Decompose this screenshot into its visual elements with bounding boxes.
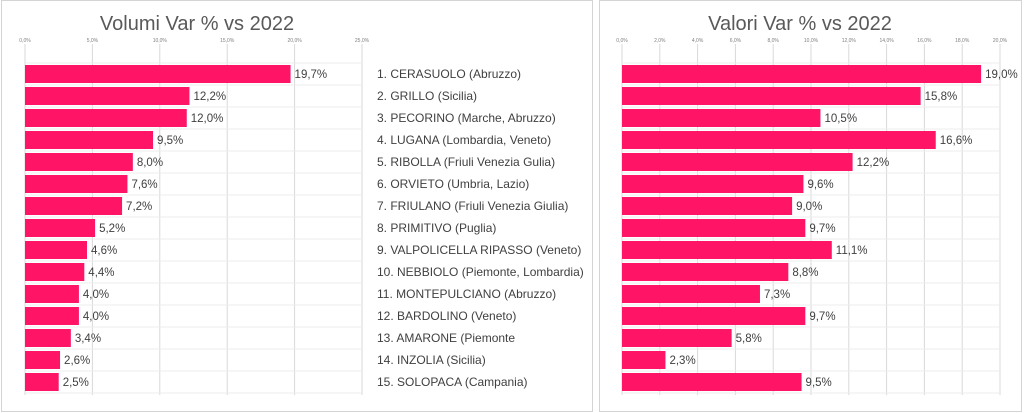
volumi-bar (25, 65, 291, 83)
valori-chart: 0,0% 2,0% 4,0% 6,0% 8,0% 10,0% 12,0% 14,0% 16,0%… (616, 38, 1018, 395)
volumi-x-tick-label: 10,0% (153, 38, 168, 44)
volumi-value-label: 4,4% (88, 267, 114, 279)
volumi-x-tick-label: 5,0% (87, 38, 99, 44)
valori-value-label: 9,6% (807, 179, 833, 191)
volumi-category-label: 4. LUGANA (Lombardia, Veneto) (377, 133, 551, 147)
valori-x-tick-label: 6,0% (730, 38, 742, 44)
volumi-category-label: 11. MONTEPULCIANO (Abruzzo) (377, 287, 556, 301)
volumi-bar (25, 307, 79, 325)
valori-chart-panel: Valori Var % vs 2022 0,0% 2,0% 4,0% 6,0% 8,0… (599, 0, 1022, 412)
valori-bar (622, 65, 982, 83)
valori-bar (622, 307, 806, 325)
valori-x-tick-label: 18,0% (955, 38, 970, 44)
volumi-bar (25, 153, 133, 171)
valori-bar (622, 131, 936, 149)
volumi-value-label: 4,0% (83, 289, 109, 301)
volumi-category-label: 2. GRILLO (Sicilia) (377, 89, 477, 103)
volumi-value-label: 4,0% (83, 311, 109, 323)
valori-bar (622, 153, 853, 171)
volumi-bar (25, 109, 187, 127)
valori-x-tick-label: 10,0% (804, 38, 819, 44)
valori-value-label: 19,0% (985, 69, 1018, 81)
volumi-category-label: 14. INZOLIA (Sicilia) (377, 353, 486, 367)
volumi-bar (25, 241, 88, 259)
volumi-bar (25, 197, 123, 215)
valori-bar (622, 219, 806, 237)
volumi-category-label: 9. VALPOLICELLA RIPASSO (Veneto) (377, 243, 581, 257)
volumi-value-label: 12,2% (193, 91, 226, 103)
volumi-category-label: 7. FRIULANO (Friuli Venezia Giulia) (377, 199, 568, 213)
valori-x-tick-label: 8,0% (767, 38, 779, 44)
valori-bar (622, 285, 760, 303)
volumi-category-label: 3. PECORINO (Marche, Abruzzo) (377, 111, 556, 125)
volumi-x-tick-label: 15,0% (220, 38, 235, 44)
volumi-value-label: 4,6% (91, 245, 117, 257)
volumi-bar (25, 263, 85, 281)
volumi-value-label: 9,5% (157, 135, 183, 147)
volumi-category-label: 12. BARDOLINO (Veneto) (377, 309, 516, 323)
volumi-chart-panel: Volumi Var % vs 2022 0,0% 5,0% 10,0% 15,0% 2… (1, 0, 593, 412)
valori-bar (622, 87, 921, 105)
volumi-bar (25, 329, 71, 347)
valori-value-label: 8,8% (792, 267, 818, 279)
valori-value-label: 7,3% (764, 289, 790, 301)
volumi-value-label: 2,5% (63, 377, 89, 389)
volumi-bar (25, 351, 61, 369)
valori-bar (622, 241, 832, 259)
volumi-category-label: 1. CERASUOLO (Abruzzo) (377, 67, 521, 81)
volumi-bar (25, 285, 79, 303)
valori-x-tick-label: 0,0% (616, 38, 628, 44)
volumi-value-label: 7,6% (131, 179, 157, 191)
valori-value-label: 16,6% (940, 135, 973, 147)
volumi-category-label: 5. RIBOLLA (Friuli Venezia Gulia) (377, 155, 555, 169)
volumi-category-label: 8. PRIMITIVO (Puglia) (377, 221, 496, 235)
volumi-value-label: 2,6% (64, 355, 90, 367)
valori-chart-title: Valori Var % vs 2022 (708, 13, 892, 35)
valori-bar (622, 329, 732, 347)
valori-value-label: 5,8% (736, 333, 762, 345)
volumi-chart: 0,0% 5,0% 10,0% 15,0% 20,0% 25,0% 19,7% 1. CERA… (19, 38, 584, 395)
volumi-value-label: 7,2% (126, 201, 152, 213)
volumi-category-label: 13. AMARONE (Piemonte (377, 331, 515, 345)
volumi-bar (25, 373, 59, 391)
volumi-category-label: 15. SOLOPACA (Campania) (377, 375, 528, 389)
volumi-value-label: 3,4% (75, 333, 101, 345)
valori-x-tick-label: 12,0% (842, 38, 857, 44)
valori-x-tick-label: 14,0% (880, 38, 895, 44)
valori-bar (622, 197, 793, 215)
volumi-category-label: 6. ORVIETO (Umbria, Lazio) (377, 177, 529, 191)
valori-bar (622, 373, 802, 391)
volumi-bar (25, 87, 190, 105)
volumi-bar (25, 175, 128, 193)
volumi-value-label: 5,2% (99, 223, 125, 235)
valori-x-tick-label: 20,0% (993, 38, 1008, 44)
volumi-value-label: 12,0% (191, 113, 224, 125)
volumi-bar (25, 219, 96, 237)
valori-bar (622, 263, 789, 281)
valori-value-label: 9,7% (809, 223, 835, 235)
valori-x-tick-label: 2,0% (654, 38, 666, 44)
valori-bar (622, 175, 804, 193)
volumi-category-label: 10. NEBBIOLO (Piemonte, Lombardia) (377, 265, 584, 279)
valori-value-label: 12,2% (857, 157, 890, 169)
volumi-x-tick-label: 0,0% (19, 38, 31, 44)
valori-value-label: 10,5% (824, 113, 857, 125)
valori-x-tick-label: 4,0% (692, 38, 704, 44)
volumi-x-tick-label: 20,0% (288, 38, 303, 44)
volumi-value-label: 8,0% (137, 157, 163, 169)
volumi-value-label: 19,7% (295, 69, 328, 81)
valori-value-label: 11,1% (836, 245, 868, 257)
valori-value-label: 2,3% (669, 355, 695, 367)
valori-value-label: 9,0% (796, 201, 822, 213)
volumi-chart-title: Volumi Var % vs 2022 (99, 13, 295, 35)
volumi-bar (25, 131, 154, 149)
valori-bar (622, 109, 821, 127)
valori-x-tick-label: 16,0% (917, 38, 932, 44)
volumi-x-tick-label: 25,0% (355, 38, 370, 44)
valori-bar (622, 351, 666, 369)
valori-value-label: 9,7% (809, 311, 835, 323)
valori-value-label: 15,8% (925, 91, 958, 103)
valori-value-label: 9,5% (806, 377, 832, 389)
